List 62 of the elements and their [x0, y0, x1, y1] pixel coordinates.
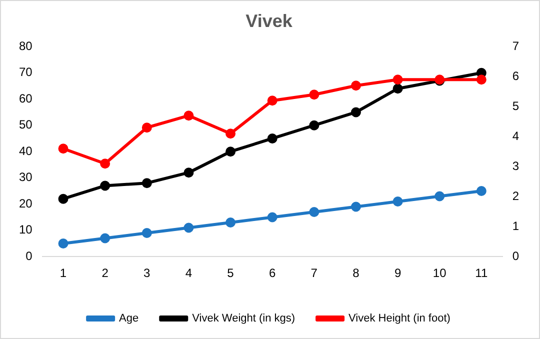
y2-tick-label: 3 — [512, 158, 520, 173]
point — [267, 133, 278, 144]
point — [142, 122, 152, 133]
y-tick-label: 20 — [18, 196, 33, 210]
x-tick-label: 7 — [310, 266, 318, 280]
y-tick-label: 40 — [18, 144, 33, 158]
point — [392, 74, 403, 85]
y-tick-label: 80 — [18, 38, 33, 53]
y2-tick-label: 0 — [512, 248, 520, 263]
y2-tick-label: 7 — [512, 38, 520, 53]
y2-tick-label: 4 — [512, 128, 520, 143]
x-tick-label: 9 — [394, 266, 402, 280]
y2-tick-label: 5 — [512, 98, 520, 113]
point — [476, 186, 486, 196]
point — [350, 107, 361, 118]
point — [392, 196, 403, 206]
point — [142, 178, 152, 188]
legend-label: Vivek Weight (in kgs) — [192, 312, 296, 325]
y-tick-label: 10 — [18, 222, 33, 237]
x-tick-label: 6 — [268, 266, 276, 280]
point — [184, 222, 194, 233]
point — [58, 144, 68, 154]
y-tick-label: 70 — [18, 65, 33, 80]
point — [350, 202, 361, 212]
legend-label: Vivek Height (in foot) — [348, 312, 450, 325]
x-tick-label: 5 — [227, 266, 234, 280]
y-tick-label: 0 — [26, 248, 33, 263]
x-tick-label: 1 — [60, 266, 67, 280]
x-tick-label: 4 — [185, 266, 192, 280]
point — [392, 84, 403, 94]
point — [184, 110, 194, 121]
x-tick-label: 2 — [102, 266, 109, 280]
x-tick-label: 10 — [432, 266, 447, 280]
point — [226, 146, 236, 157]
y-tick-label: 50 — [18, 118, 33, 132]
point — [350, 80, 361, 91]
point — [476, 74, 486, 85]
point — [309, 120, 320, 130]
x-tick-label: 11 — [475, 266, 488, 280]
point — [100, 233, 110, 244]
point — [100, 158, 110, 169]
x-tick-label: 3 — [144, 266, 151, 280]
point — [434, 191, 445, 202]
y2-tick-label: 1 — [512, 218, 520, 233]
point — [100, 180, 110, 191]
point — [58, 194, 68, 204]
point — [58, 238, 68, 248]
point — [309, 206, 320, 217]
point — [267, 212, 278, 222]
point — [226, 217, 236, 228]
chart-title: Vivek — [246, 10, 294, 31]
x-tick-label: 8 — [352, 266, 360, 280]
point — [184, 168, 194, 178]
legend-label: Age — [119, 312, 139, 325]
point — [309, 90, 320, 100]
y2-tick-label: 6 — [512, 68, 520, 83]
point — [226, 128, 236, 139]
y-tick-label: 30 — [18, 170, 33, 184]
point — [142, 228, 152, 238]
point — [267, 96, 278, 106]
y-tick-label: 60 — [18, 91, 33, 106]
y2-tick-label: 2 — [512, 188, 520, 203]
